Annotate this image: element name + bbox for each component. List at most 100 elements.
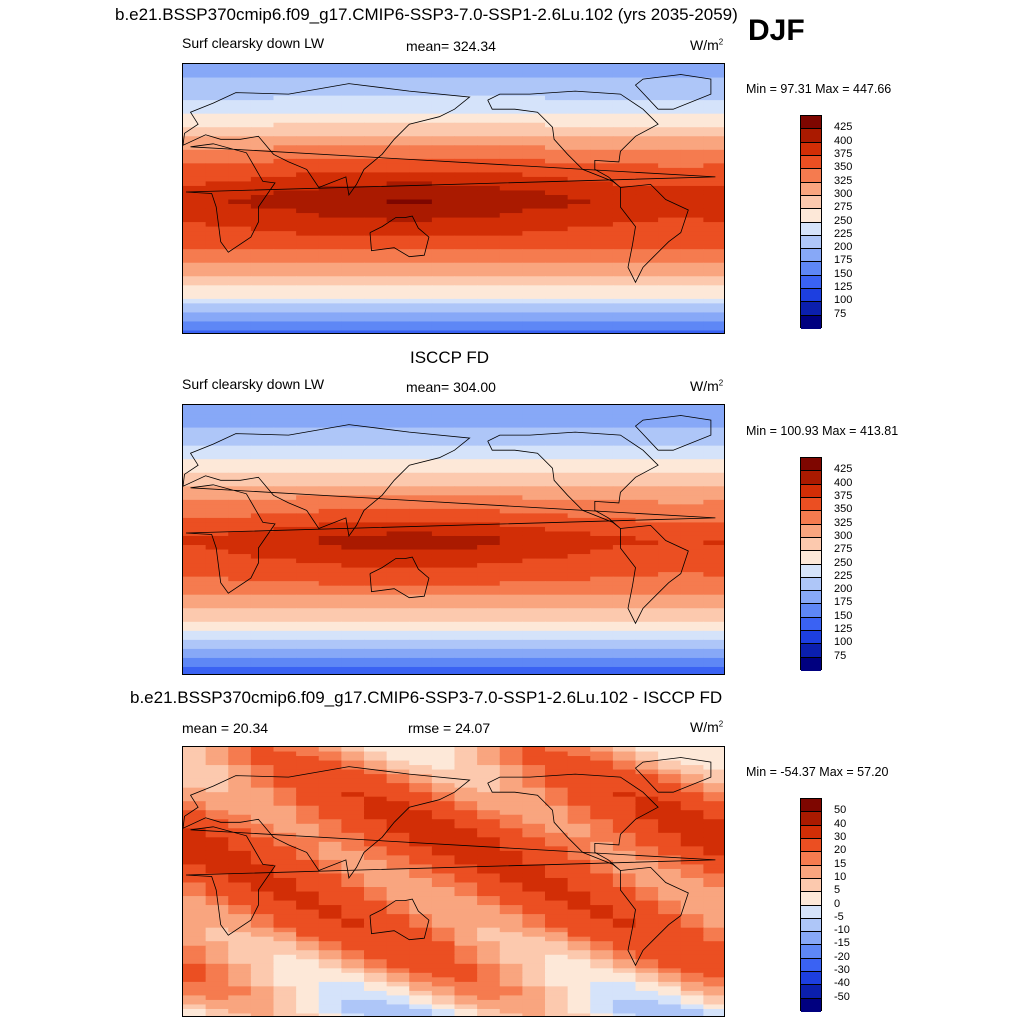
map-cell xyxy=(545,1004,569,1010)
map-cell xyxy=(612,545,637,551)
map-cell xyxy=(386,801,410,807)
map-cell xyxy=(612,855,637,861)
colorbar-tick-label: 0 xyxy=(834,897,841,910)
map-cell xyxy=(477,868,501,875)
colorbar-segment xyxy=(801,551,821,565)
map-cell xyxy=(228,414,252,420)
map-cell xyxy=(590,828,614,834)
map-cell xyxy=(680,423,704,429)
map-cell xyxy=(228,409,252,415)
map-cell xyxy=(409,163,433,169)
map-cell xyxy=(499,1013,523,1016)
map-cell xyxy=(499,805,523,811)
map-cell xyxy=(499,427,523,433)
map-cell xyxy=(567,945,591,951)
map-cell xyxy=(364,508,388,514)
map-cell xyxy=(386,235,410,241)
map-cell xyxy=(590,316,614,323)
map-cell xyxy=(499,172,523,178)
map-cell xyxy=(545,504,569,510)
map-cell xyxy=(386,167,410,173)
map-cell xyxy=(522,648,546,655)
map-cell xyxy=(590,280,614,286)
map-cell xyxy=(522,972,546,978)
map-cell xyxy=(228,82,252,88)
map-cell xyxy=(635,891,659,897)
map-cell xyxy=(522,312,546,318)
map-cell xyxy=(454,823,478,829)
map-cell xyxy=(205,1004,229,1010)
map-cell xyxy=(522,914,546,920)
map-cell xyxy=(658,828,682,834)
map-cell xyxy=(658,432,682,438)
map-cell xyxy=(250,441,275,447)
map-cell xyxy=(341,427,365,433)
map-cell xyxy=(703,77,724,83)
colorbar-tick-label: 10 xyxy=(834,870,847,883)
map-cell xyxy=(296,231,320,237)
map-cell xyxy=(680,468,704,474)
map-cell xyxy=(590,540,614,546)
map-cell xyxy=(635,86,659,92)
map-cell xyxy=(364,312,388,318)
map-cell xyxy=(477,140,501,146)
map-cell xyxy=(522,253,546,259)
map-cell xyxy=(703,307,724,314)
colorbar-tick-label: 100 xyxy=(834,294,853,307)
map-cell xyxy=(409,441,433,447)
map-cell xyxy=(409,194,433,201)
map-cell xyxy=(658,441,682,447)
map-cell xyxy=(409,405,433,411)
map-cell xyxy=(703,995,724,1001)
map-cell xyxy=(545,285,569,291)
map-cell xyxy=(183,298,207,304)
map-cell xyxy=(228,253,252,259)
map-cell xyxy=(386,427,410,433)
map-cell xyxy=(386,82,410,88)
map-cell xyxy=(612,289,637,295)
map-cell xyxy=(590,814,614,820)
map-cell xyxy=(364,950,388,956)
map-cell xyxy=(364,231,388,237)
map-cell xyxy=(522,190,546,196)
map-cell xyxy=(545,199,569,205)
map-cell xyxy=(680,262,704,268)
map-cell xyxy=(431,666,456,673)
map-cell xyxy=(273,841,297,847)
map-cell xyxy=(612,837,637,843)
map-cell xyxy=(680,540,704,546)
map-cell xyxy=(545,621,569,627)
map-cell xyxy=(318,972,342,978)
map-cell xyxy=(477,104,501,110)
map-cell xyxy=(454,977,478,983)
map-cell xyxy=(318,787,342,793)
map-cell xyxy=(318,882,342,888)
map-cell xyxy=(635,427,659,433)
map-cell xyxy=(522,909,546,915)
map-cell xyxy=(635,877,659,884)
map-cell xyxy=(454,859,478,866)
map-cell xyxy=(341,441,365,447)
map-cell xyxy=(205,298,229,304)
map-cell xyxy=(409,599,433,605)
map-cell xyxy=(205,787,229,793)
map-cell xyxy=(431,427,456,433)
map-cell xyxy=(183,154,207,160)
map-cell xyxy=(409,271,433,277)
map-cell xyxy=(590,463,614,469)
map-cell xyxy=(431,445,456,451)
map-cell xyxy=(454,253,478,259)
map-cell xyxy=(612,276,637,282)
map-cell xyxy=(658,409,682,415)
map-cell xyxy=(296,932,320,938)
map-cell xyxy=(567,887,591,893)
map-cell xyxy=(364,154,388,160)
map-cell xyxy=(635,805,659,811)
map-cell xyxy=(409,64,433,70)
map-cell xyxy=(499,832,523,838)
map-cell xyxy=(318,181,342,187)
map-cell xyxy=(205,280,229,286)
map-cell xyxy=(364,923,388,929)
map-cell xyxy=(205,477,229,483)
map-cell xyxy=(341,567,365,573)
